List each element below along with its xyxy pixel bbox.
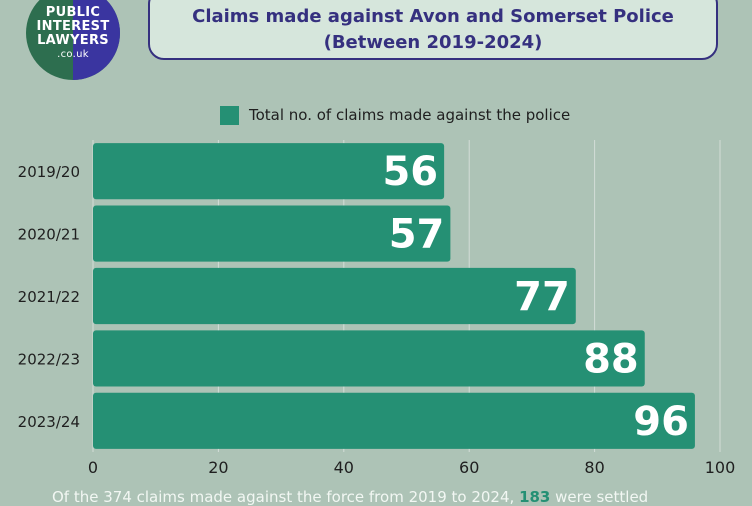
data-label: 57 [389,212,445,258]
category-label: 2020/21 [18,226,80,244]
footer-text-before: Of the 374 claims made against the force… [52,488,520,506]
logo-text: PUBLIC INTEREST LAWYERS .co.uk [26,6,120,62]
logo: PUBLIC INTEREST LAWYERS .co.uk [26,0,120,80]
data-label: 77 [514,274,570,320]
logo-line-1: PUBLIC [45,5,101,20]
legend-label: Total no. of claims made against the pol… [249,106,571,124]
data-label: 96 [633,399,689,445]
category-label: 2022/23 [18,350,80,368]
bar [93,205,451,262]
data-label: 56 [382,149,438,195]
chart-subtitle: (Between 2019-2024) [323,32,543,53]
logo-half-shape [73,0,120,80]
category-label: 2023/24 [18,413,80,431]
x-tick-label: 80 [584,458,604,477]
x-tick-label: 40 [334,458,354,477]
legend-swatch [220,105,239,125]
x-tick-label: 60 [459,458,479,477]
x-tick-label: 100 [705,458,736,477]
legend: Total no. of claims made against the pol… [220,104,570,126]
x-tick-label: 0 [88,458,98,477]
chart-title: Claims made against Avon and Somerset Po… [192,6,674,27]
bar [93,267,576,325]
bar [93,330,645,387]
footer-note: Of the 374 claims made against the force… [52,488,752,506]
logo-line-3: LAWYERS [37,33,109,48]
logo-line-2: INTEREST [36,19,110,34]
bar [93,143,445,200]
footer-highlight: 183 [519,488,551,506]
bar [93,392,695,449]
footer-text-after: were settled [550,488,649,506]
data-label: 88 [583,336,639,382]
x-tick-label: 20 [208,458,228,477]
chart-title-box: Claims made against Avon and Somerset Po… [148,0,718,60]
category-label: 2021/22 [18,288,80,306]
category-label: 2019/20 [18,163,80,181]
logo-line-4: .co.uk [57,49,89,60]
